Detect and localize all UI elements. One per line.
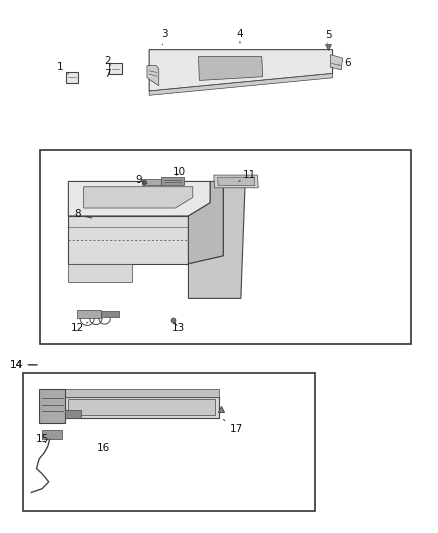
Polygon shape bbox=[84, 187, 193, 208]
Text: 9: 9 bbox=[135, 175, 147, 185]
Text: 1: 1 bbox=[57, 62, 68, 74]
Polygon shape bbox=[101, 311, 119, 317]
Polygon shape bbox=[149, 74, 332, 95]
Polygon shape bbox=[142, 179, 161, 185]
Polygon shape bbox=[188, 181, 223, 264]
Polygon shape bbox=[188, 181, 245, 298]
Polygon shape bbox=[65, 410, 81, 418]
Polygon shape bbox=[68, 399, 215, 415]
Text: 12: 12 bbox=[71, 322, 88, 333]
Text: 2: 2 bbox=[104, 56, 111, 66]
Polygon shape bbox=[46, 397, 219, 418]
Text: 14: 14 bbox=[9, 360, 37, 370]
Polygon shape bbox=[68, 264, 132, 282]
Text: 5: 5 bbox=[325, 30, 332, 43]
Polygon shape bbox=[147, 66, 159, 86]
Text: 10: 10 bbox=[173, 167, 186, 177]
Text: 4: 4 bbox=[237, 29, 243, 43]
Text: 15: 15 bbox=[35, 434, 49, 445]
Bar bbox=[40, 150, 411, 344]
Text: 17: 17 bbox=[223, 419, 243, 434]
Polygon shape bbox=[46, 389, 219, 397]
FancyBboxPatch shape bbox=[110, 63, 122, 74]
Text: 14: 14 bbox=[9, 360, 37, 370]
Text: 11: 11 bbox=[239, 170, 256, 181]
Polygon shape bbox=[218, 177, 255, 185]
Text: 13: 13 bbox=[172, 322, 185, 333]
Polygon shape bbox=[39, 389, 65, 423]
Text: 16: 16 bbox=[97, 443, 110, 453]
Text: 6: 6 bbox=[339, 59, 351, 68]
Polygon shape bbox=[68, 181, 210, 216]
Bar bbox=[22, 373, 315, 511]
Polygon shape bbox=[330, 55, 343, 70]
Polygon shape bbox=[42, 430, 62, 439]
Polygon shape bbox=[161, 177, 184, 185]
Polygon shape bbox=[214, 175, 258, 188]
Polygon shape bbox=[77, 310, 101, 318]
Text: 8: 8 bbox=[74, 209, 92, 220]
Polygon shape bbox=[198, 56, 263, 80]
Polygon shape bbox=[149, 50, 332, 91]
FancyBboxPatch shape bbox=[66, 72, 78, 83]
Polygon shape bbox=[68, 216, 188, 264]
Text: 7: 7 bbox=[104, 69, 111, 79]
Text: 3: 3 bbox=[161, 29, 168, 45]
